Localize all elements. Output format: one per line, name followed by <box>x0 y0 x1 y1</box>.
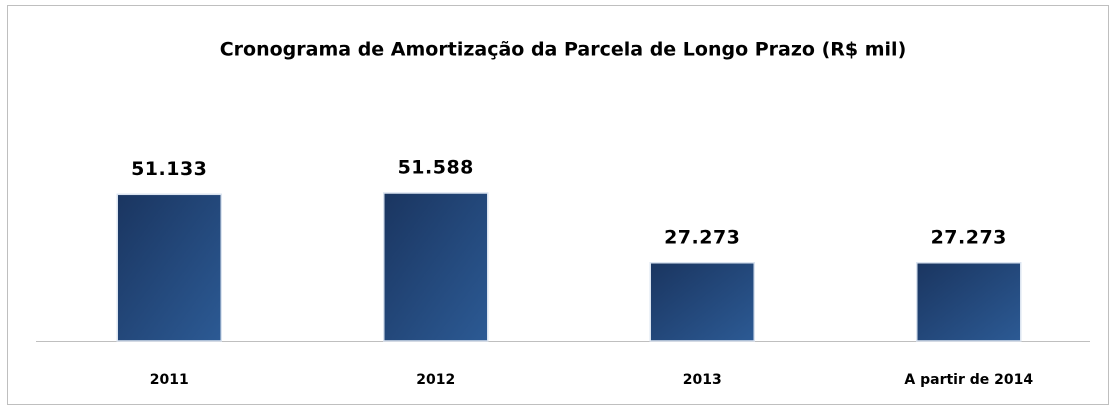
x-tick-label: 2011 <box>150 372 189 388</box>
x-tick-label: A partir de 2014 <box>904 372 1033 388</box>
x-tick-label: 2012 <box>416 372 455 388</box>
bar <box>916 262 1022 342</box>
x-tick-label: 2013 <box>683 372 722 388</box>
bar <box>649 262 755 342</box>
bar <box>383 192 489 342</box>
chart-title: Cronograma de Amortização da Parcela de … <box>220 39 907 61</box>
value-label: 51.133 <box>131 158 207 180</box>
value-label: 51.588 <box>398 157 474 179</box>
value-label: 27.273 <box>664 226 740 248</box>
bar <box>116 193 222 342</box>
value-label: 27.273 <box>931 226 1007 248</box>
